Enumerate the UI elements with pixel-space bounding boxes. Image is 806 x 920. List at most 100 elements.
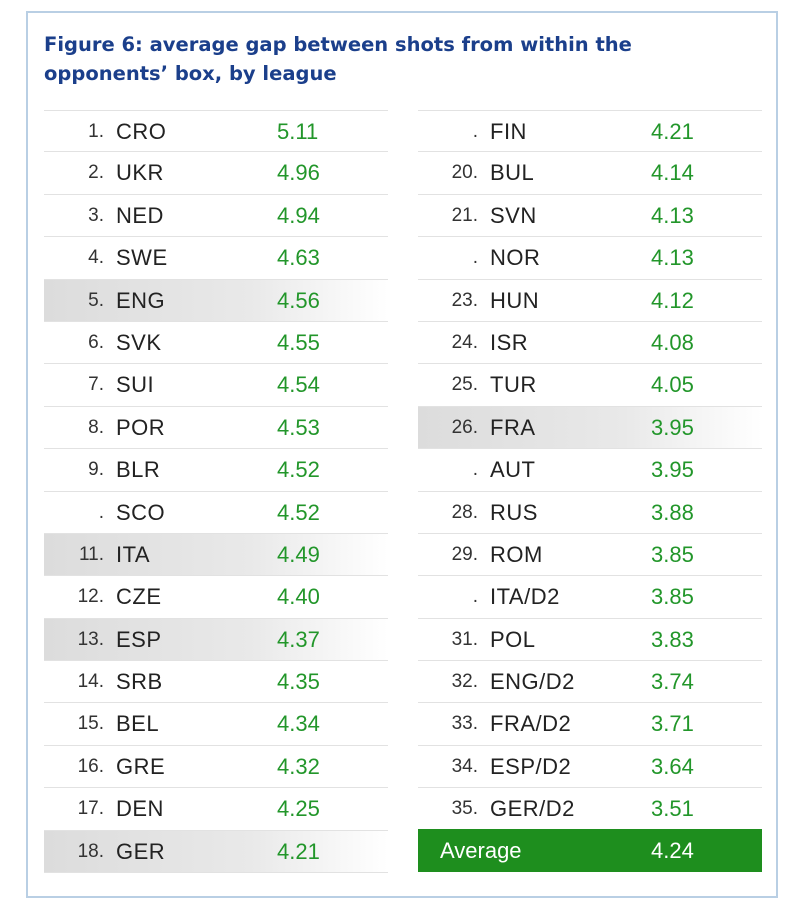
league-cell: HUN — [490, 287, 540, 313]
league-cell: FRA/D2 — [490, 711, 572, 737]
value-cell: 4.34 — [277, 711, 320, 737]
rank-cell: . — [472, 247, 478, 269]
league-cell: ENG — [116, 287, 166, 313]
value-cell: 4.08 — [651, 329, 694, 355]
league-cell: ESP — [116, 626, 162, 652]
value-cell: 4.94 — [277, 202, 320, 228]
value-cell: 4.56 — [277, 287, 320, 313]
league-cell: GRE — [116, 753, 166, 779]
value-cell: 5.11 — [277, 119, 319, 144]
value-cell: 4.40 — [277, 584, 320, 610]
league-cell: CRO — [116, 119, 167, 144]
table-row: 25. TUR 4.05 — [418, 364, 762, 407]
table-row: 2. UKR 4.96 — [44, 152, 388, 195]
value-cell: 4.13 — [651, 202, 694, 228]
league-cell: RUS — [490, 499, 538, 525]
value-cell: 3.83 — [651, 626, 694, 652]
table-row: 34. ESP/D2 3.64 — [418, 746, 762, 789]
rank-cell: 28. — [451, 501, 478, 523]
rank-cell: 25. — [451, 374, 478, 396]
table-row: 13. ESP 4.37 — [44, 618, 388, 662]
table-row: 35. GER/D2 3.51 — [418, 788, 762, 831]
table-column-left: 1. CRO 5.11 2. UKR 4.96 3. NED 4.94 4. SWE 4.63 5. EN… — [44, 110, 388, 874]
league-cell: BLR — [116, 457, 161, 483]
rank-cell: 23. — [451, 289, 478, 311]
rank-cell: 2. — [88, 162, 104, 184]
league-cell: NED — [116, 202, 164, 228]
rank-cell: 26. — [451, 416, 478, 438]
table-row: 18. GER 4.21 — [44, 830, 388, 874]
table-row: 32. ENG/D2 3.74 — [418, 661, 762, 704]
rank-cell: 4. — [88, 247, 104, 269]
rank-cell: 6. — [88, 331, 104, 353]
value-cell: 4.14 — [651, 160, 694, 186]
rank-cell: 11. — [78, 543, 104, 565]
league-cell: SWE — [116, 245, 168, 271]
table-row: . AUT 3.95 — [418, 449, 762, 492]
value-cell: 4.52 — [277, 457, 320, 483]
league-cell: BUL — [490, 160, 535, 186]
table-row: 8. POR 4.53 — [44, 407, 388, 450]
value-cell: 4.32 — [277, 753, 320, 779]
table-row: 9. BLR 4.52 — [44, 449, 388, 492]
rank-cell: 18. — [77, 840, 104, 862]
table-row: 4. SWE 4.63 — [44, 237, 388, 280]
rank-cell: 13. — [77, 628, 104, 650]
value-cell: 4.12 — [651, 287, 694, 313]
rank-cell: . — [472, 459, 478, 481]
table-row: 3. NED 4.94 — [44, 195, 388, 238]
league-cell: ESP/D2 — [490, 753, 572, 779]
table-row: 1. CRO 5.11 — [44, 110, 388, 153]
table-row: 5. ENG 4.56 — [44, 279, 388, 322]
league-cell: POL — [490, 626, 536, 652]
league-cell: FIN — [490, 119, 527, 144]
table-row: . SCO 4.52 — [44, 492, 388, 534]
table-row: 7. SUI 4.54 — [44, 364, 388, 407]
table-row: 14. SRB 4.35 — [44, 661, 388, 704]
value-cell: 4.49 — [277, 541, 320, 567]
rank-cell: . — [472, 121, 478, 142]
rank-cell: 15. — [77, 713, 104, 735]
table-row: 23. HUN 4.12 — [418, 280, 762, 322]
value-cell: 4.35 — [277, 669, 320, 695]
value-cell: 4.25 — [277, 796, 320, 822]
rank-cell: 9. — [88, 459, 104, 481]
rank-cell: 33. — [451, 713, 478, 735]
rank-cell: 31. — [451, 628, 478, 650]
value-cell: 4.37 — [277, 626, 320, 652]
value-cell: 3.85 — [651, 584, 694, 610]
table-column-right: . FIN 4.21 20. BUL 4.14 21. SVN 4.13. NOR 4.13 23. H… — [418, 110, 762, 831]
value-cell: 4.21 — [277, 838, 320, 864]
league-cell: POR — [116, 414, 166, 440]
rank-cell: . — [472, 586, 478, 608]
value-cell: 4.21 — [651, 119, 694, 144]
table-row: 21. SVN 4.13 — [418, 195, 762, 238]
value-cell: 3.85 — [651, 541, 694, 567]
league-cell: AUT — [490, 457, 536, 483]
league-cell: CZE — [116, 584, 162, 610]
league-cell: ISR — [490, 329, 529, 355]
rank-cell: 21. — [451, 204, 478, 226]
rank-cell: 29. — [451, 543, 478, 565]
value-cell: 4.52 — [277, 499, 320, 525]
rank-cell: 16. — [77, 755, 104, 777]
table-row: 15. BEL 4.34 — [44, 703, 388, 746]
figure-frame — [26, 11, 778, 898]
league-cell: SUI — [116, 372, 155, 398]
rank-cell: . — [98, 501, 104, 523]
rank-cell: 14. — [77, 671, 104, 693]
value-cell: 3.64 — [651, 753, 694, 779]
value-cell: 3.95 — [651, 457, 694, 483]
rank-cell: 35. — [451, 798, 478, 820]
chart-title: Figure 6: average gap between shots from… — [44, 33, 632, 85]
rank-cell: 20. — [451, 162, 478, 184]
league-cell: UKR — [116, 160, 164, 186]
value-cell: 3.95 — [651, 414, 694, 440]
league-cell: SRB — [116, 669, 163, 695]
table-row: 11. ITA 4.49 — [44, 533, 388, 577]
league-cell: SCO — [116, 499, 166, 525]
table-row: 28. RUS 3.88 — [418, 492, 762, 534]
value-cell: 4.13 — [651, 245, 694, 271]
table-row: . ITA/D2 3.85 — [418, 576, 762, 619]
table-row: 6. SVK 4.55 — [44, 322, 388, 365]
